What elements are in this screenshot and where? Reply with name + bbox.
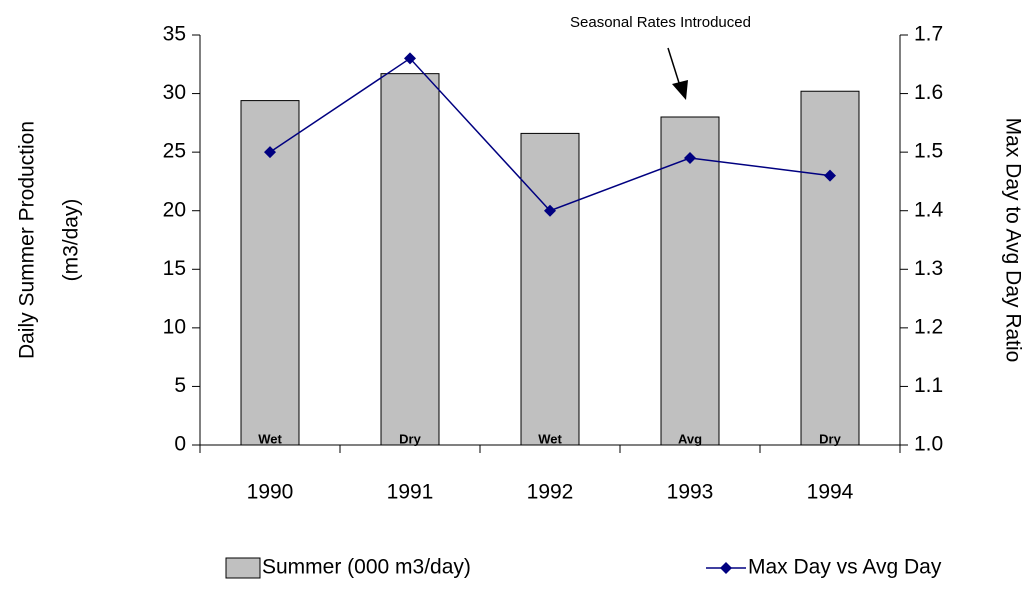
legend-text: Max Day vs Avg Day [748,556,942,579]
legend-text: Summer (000 m3/day) [262,556,471,579]
y-axis-title: (m3/day) [60,199,83,282]
annotation-arrowhead [672,80,688,100]
y-tick-label: 10 [163,315,186,338]
annotation-arrow [667,47,681,87]
y-axis-title: Daily Summer Production [16,121,39,359]
annotation: Seasonal Rates Introduced [570,14,751,31]
bar-label: Avg [678,431,702,446]
x-tick-label: 1990 [247,481,294,504]
y-tick-label: 0 [174,433,186,456]
y-tick-label: 20 [163,198,186,221]
y-tick-label: 5 [174,374,186,397]
y-tick-label: 15 [163,257,186,280]
y-tick-label: 30 [163,81,186,104]
legend-swatch [225,557,261,579]
y2-axis-title: Max Day to Avg Day Ratio [1001,118,1024,363]
y2-tick-label: 1.5 [914,140,943,163]
bar [520,132,580,446]
y2-tick-label: 1.6 [914,81,943,104]
y2-tick-label: 1.4 [914,198,944,221]
x-tick-label: 1993 [667,481,714,504]
y-tick-label: 35 [163,23,186,46]
marker [824,169,836,182]
bar-label: Dry [399,431,421,446]
x-tick-label: 1994 [807,481,854,504]
marker [544,204,556,217]
x-tick-label: 1992 [527,481,574,504]
y2-tick-label: 1.7 [914,23,943,46]
bar [800,90,860,446]
y2-tick-label: 1.3 [914,257,943,280]
y2-tick-label: 1.1 [914,374,943,397]
marker [684,152,696,164]
bar [660,116,720,446]
y2-tick-label: 1.2 [914,315,943,338]
annotation-box [565,12,717,34]
bar-label: Wet [258,431,282,446]
bar-label: Dry [819,431,841,446]
x-tick-label: 1991 [387,481,434,504]
legend-marker [720,562,732,574]
y-tick-label: 25 [163,140,186,163]
bar-label: Wet [538,431,562,446]
y2-tick-label: 1.0 [914,433,943,456]
marker [404,52,416,65]
marker [264,146,276,159]
bar [380,73,440,446]
plot-area: Wet Dry Wet Avg Dry 0 5 10 15 20 25 30 35 1.0 1.1 1.2 1.… [163,23,944,504]
